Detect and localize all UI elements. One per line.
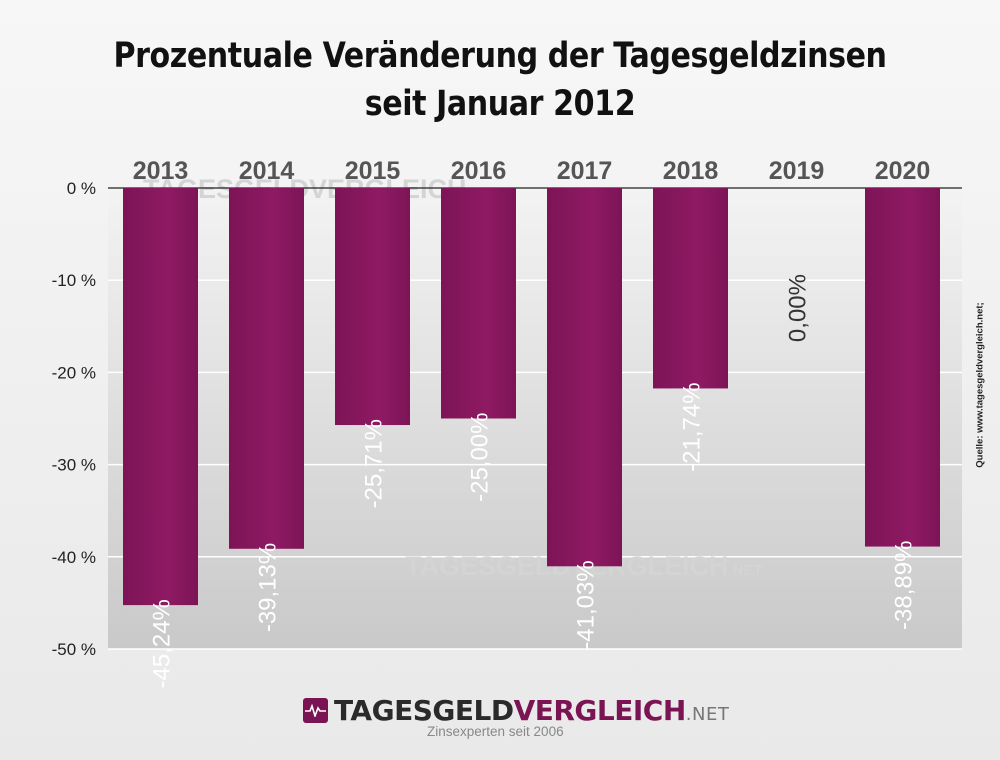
y-tick-label: -40 % (52, 548, 96, 567)
x-tick-label: 2017 (557, 157, 613, 185)
data-label: -45,24% (149, 599, 176, 688)
heartbeat-icon (303, 697, 328, 723)
y-tick-label: 0 % (67, 179, 96, 198)
data-label: -41,03% (573, 560, 600, 649)
chart-title: Prozentuale Veränderung der Tagesgeldzin… (113, 36, 887, 76)
x-tick-label: 2019 (769, 157, 825, 185)
x-tick-label: 2016 (451, 157, 507, 185)
data-label: -25,00% (467, 413, 494, 502)
y-tick-label: -20 % (52, 363, 96, 382)
chart-subtitle: seit Januar 2012 (364, 84, 636, 124)
logo-part1: TAGESGELD (334, 693, 514, 727)
logo-wordmark: TAGESGELDVERGLEICH.NET (334, 694, 729, 727)
bar (123, 188, 198, 606)
bar (335, 188, 410, 426)
logo-suffix: .NET (685, 703, 730, 725)
data-label: -21,74% (679, 382, 706, 471)
bar (441, 188, 516, 419)
bar (229, 188, 304, 549)
x-tick-label: 2020 (875, 157, 931, 185)
bar (653, 188, 728, 389)
data-label: -39,13% (255, 543, 282, 632)
data-label: -38,89% (891, 541, 918, 630)
x-tick-label: 2013 (133, 157, 189, 185)
x-tick-label: 2018 (663, 157, 719, 185)
y-tick-label: -30 % (52, 456, 96, 475)
bar (865, 188, 940, 547)
x-tick-label: 2015 (345, 157, 401, 185)
logo-tagline: Zinsexperten seit 2006 (427, 724, 564, 739)
logo-part2: VERGLEICH (513, 693, 687, 727)
x-tick-label: 2014 (239, 157, 295, 185)
source-note: Quelle: www.tagesgeldvergleich.net; (974, 302, 986, 468)
brand-logo[interactable]: TAGESGELDVERGLEICH.NET (303, 694, 729, 727)
data-label: 0,00% (785, 274, 812, 342)
data-label: -25,71% (361, 419, 388, 508)
y-tick-label: -10 % (52, 271, 96, 290)
bar (547, 188, 622, 567)
y-tick-label: -50 % (52, 640, 96, 659)
